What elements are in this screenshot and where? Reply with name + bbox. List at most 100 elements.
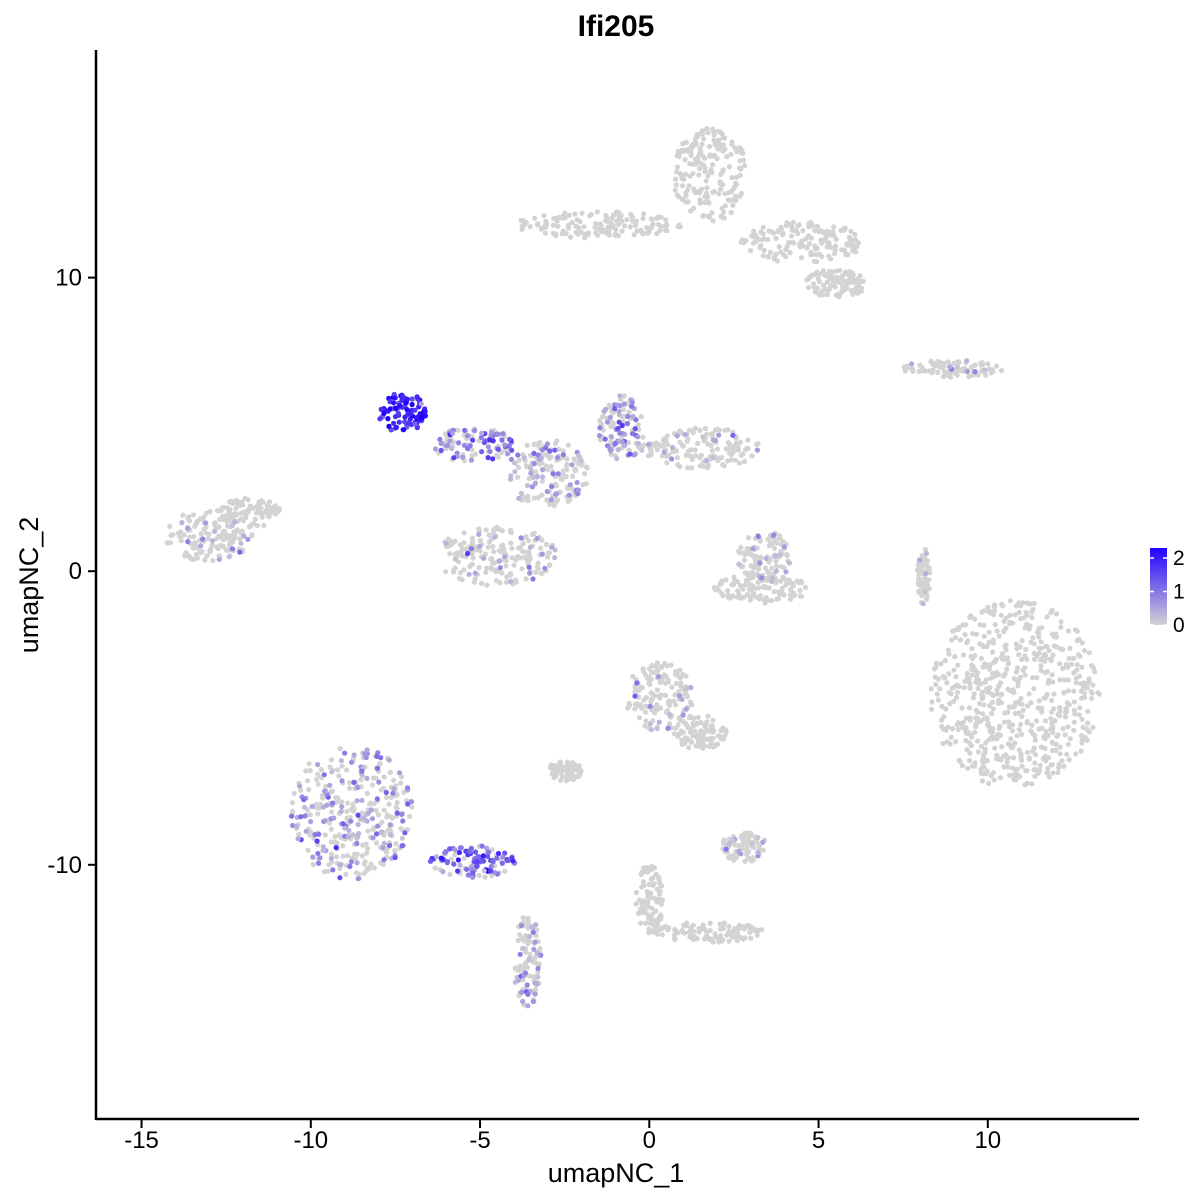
cell-point bbox=[986, 780, 992, 787]
cell-point bbox=[805, 284, 812, 291]
cell-point bbox=[452, 847, 458, 853]
cell-point bbox=[636, 897, 643, 903]
cell-point bbox=[455, 440, 462, 446]
cell-point bbox=[985, 722, 991, 728]
cell-point bbox=[198, 531, 204, 537]
cell-point bbox=[1014, 665, 1021, 671]
cell-point bbox=[743, 238, 749, 244]
cell-point bbox=[241, 533, 247, 539]
cell-point bbox=[924, 579, 930, 586]
cell-point bbox=[915, 562, 922, 568]
cell-point bbox=[922, 589, 928, 595]
cell-point bbox=[644, 869, 650, 875]
cell-point bbox=[515, 937, 521, 944]
cell-point bbox=[665, 442, 671, 448]
cell-point bbox=[795, 231, 801, 237]
cell-point bbox=[640, 434, 646, 440]
cell-point bbox=[333, 845, 339, 851]
cell-point bbox=[760, 253, 766, 259]
cell-point bbox=[393, 405, 399, 411]
cell-point bbox=[963, 715, 969, 721]
cell-point bbox=[354, 840, 360, 847]
cell-point bbox=[553, 773, 559, 779]
cell-point bbox=[740, 451, 746, 457]
cell-point bbox=[677, 464, 683, 470]
cell-point bbox=[751, 590, 757, 597]
cell-point bbox=[716, 137, 722, 143]
cell-point bbox=[673, 680, 679, 687]
cell-point bbox=[616, 419, 622, 425]
cell-point bbox=[1052, 718, 1058, 724]
cell-point bbox=[710, 218, 716, 224]
cell-point bbox=[517, 932, 523, 938]
cell-point bbox=[983, 740, 989, 746]
cell-point bbox=[500, 431, 506, 437]
cell-point bbox=[218, 508, 224, 514]
cell-point bbox=[738, 544, 744, 551]
cell-point bbox=[525, 498, 531, 504]
cell-point bbox=[364, 818, 370, 824]
cell-point bbox=[449, 445, 455, 452]
cell-point bbox=[468, 545, 475, 552]
cell-point bbox=[1046, 677, 1052, 683]
cell-point bbox=[686, 929, 692, 936]
cell-point bbox=[791, 227, 797, 233]
cell-point bbox=[518, 989, 525, 995]
cell-point bbox=[815, 223, 821, 230]
cell-point bbox=[513, 557, 519, 563]
cell-point bbox=[661, 436, 667, 442]
cell-point bbox=[520, 541, 526, 547]
cell-point bbox=[296, 831, 302, 838]
cell-point bbox=[512, 469, 518, 475]
cell-point bbox=[1026, 626, 1032, 632]
x-axis-ticks: -15 -10 -5 0 5 10 bbox=[124, 1120, 1001, 1154]
cell-point bbox=[227, 536, 233, 543]
cell-point bbox=[940, 674, 946, 680]
cell-point bbox=[980, 642, 986, 649]
cell-point bbox=[707, 920, 713, 926]
cell-point bbox=[226, 554, 232, 560]
cell-point bbox=[356, 871, 362, 877]
cell-point bbox=[289, 813, 295, 819]
cell-point bbox=[340, 853, 346, 859]
cell-point bbox=[796, 222, 802, 228]
cell-point bbox=[367, 801, 373, 807]
cell-point bbox=[547, 562, 553, 568]
cell-point bbox=[369, 782, 375, 788]
cell-point bbox=[723, 846, 729, 852]
cell-point bbox=[380, 845, 386, 851]
cell-point bbox=[1051, 691, 1057, 697]
cell-point bbox=[565, 485, 571, 492]
cell-point bbox=[509, 555, 515, 561]
cell-point bbox=[646, 915, 652, 922]
cell-point bbox=[681, 691, 687, 697]
cell-point bbox=[396, 770, 403, 776]
cell-point bbox=[393, 424, 400, 430]
cell-point bbox=[338, 808, 344, 815]
cell-point bbox=[1038, 639, 1044, 645]
cell-point bbox=[1065, 741, 1071, 747]
cell-point bbox=[965, 765, 971, 771]
cell-point bbox=[769, 229, 775, 235]
cell-point bbox=[342, 825, 348, 831]
cell-point bbox=[604, 419, 611, 425]
cell-point bbox=[987, 609, 993, 615]
cell-point bbox=[322, 788, 328, 794]
cell-point bbox=[1057, 677, 1063, 683]
cell-point bbox=[721, 215, 727, 221]
cell-point bbox=[466, 571, 472, 578]
cell-point bbox=[702, 155, 708, 161]
cell-point bbox=[651, 881, 657, 887]
cell-point bbox=[916, 368, 922, 374]
cell-point bbox=[783, 223, 790, 229]
cell-point bbox=[625, 705, 631, 711]
cell-point bbox=[1073, 680, 1079, 686]
cell-point bbox=[583, 481, 589, 487]
cell-point bbox=[361, 815, 367, 821]
cell-point bbox=[1057, 661, 1063, 667]
cell-point bbox=[1024, 612, 1030, 618]
cell-point bbox=[977, 701, 983, 707]
cell-point bbox=[315, 771, 321, 778]
cell-point bbox=[749, 453, 755, 459]
cell-point bbox=[315, 850, 321, 857]
